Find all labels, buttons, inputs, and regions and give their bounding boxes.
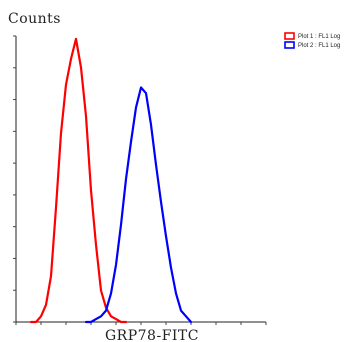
series-layer [29, 37, 193, 324]
axes [13, 35, 267, 325]
legend: Plot 1 : FL1 Log Plot 2 : FL1 Log [284, 32, 340, 49]
legend-swatch-2 [284, 41, 295, 49]
legend-swatch-1 [284, 32, 295, 40]
series-line-1 [29, 37, 128, 324]
legend-label-1: Plot 1 : FL1 Log [298, 34, 340, 40]
series-line-2 [84, 86, 193, 324]
y-axis-label: Counts [8, 11, 61, 27]
x-axis-label: GRP78-FITC [105, 328, 199, 342]
legend-label-2: Plot 2 : FL1 Log [298, 43, 340, 49]
